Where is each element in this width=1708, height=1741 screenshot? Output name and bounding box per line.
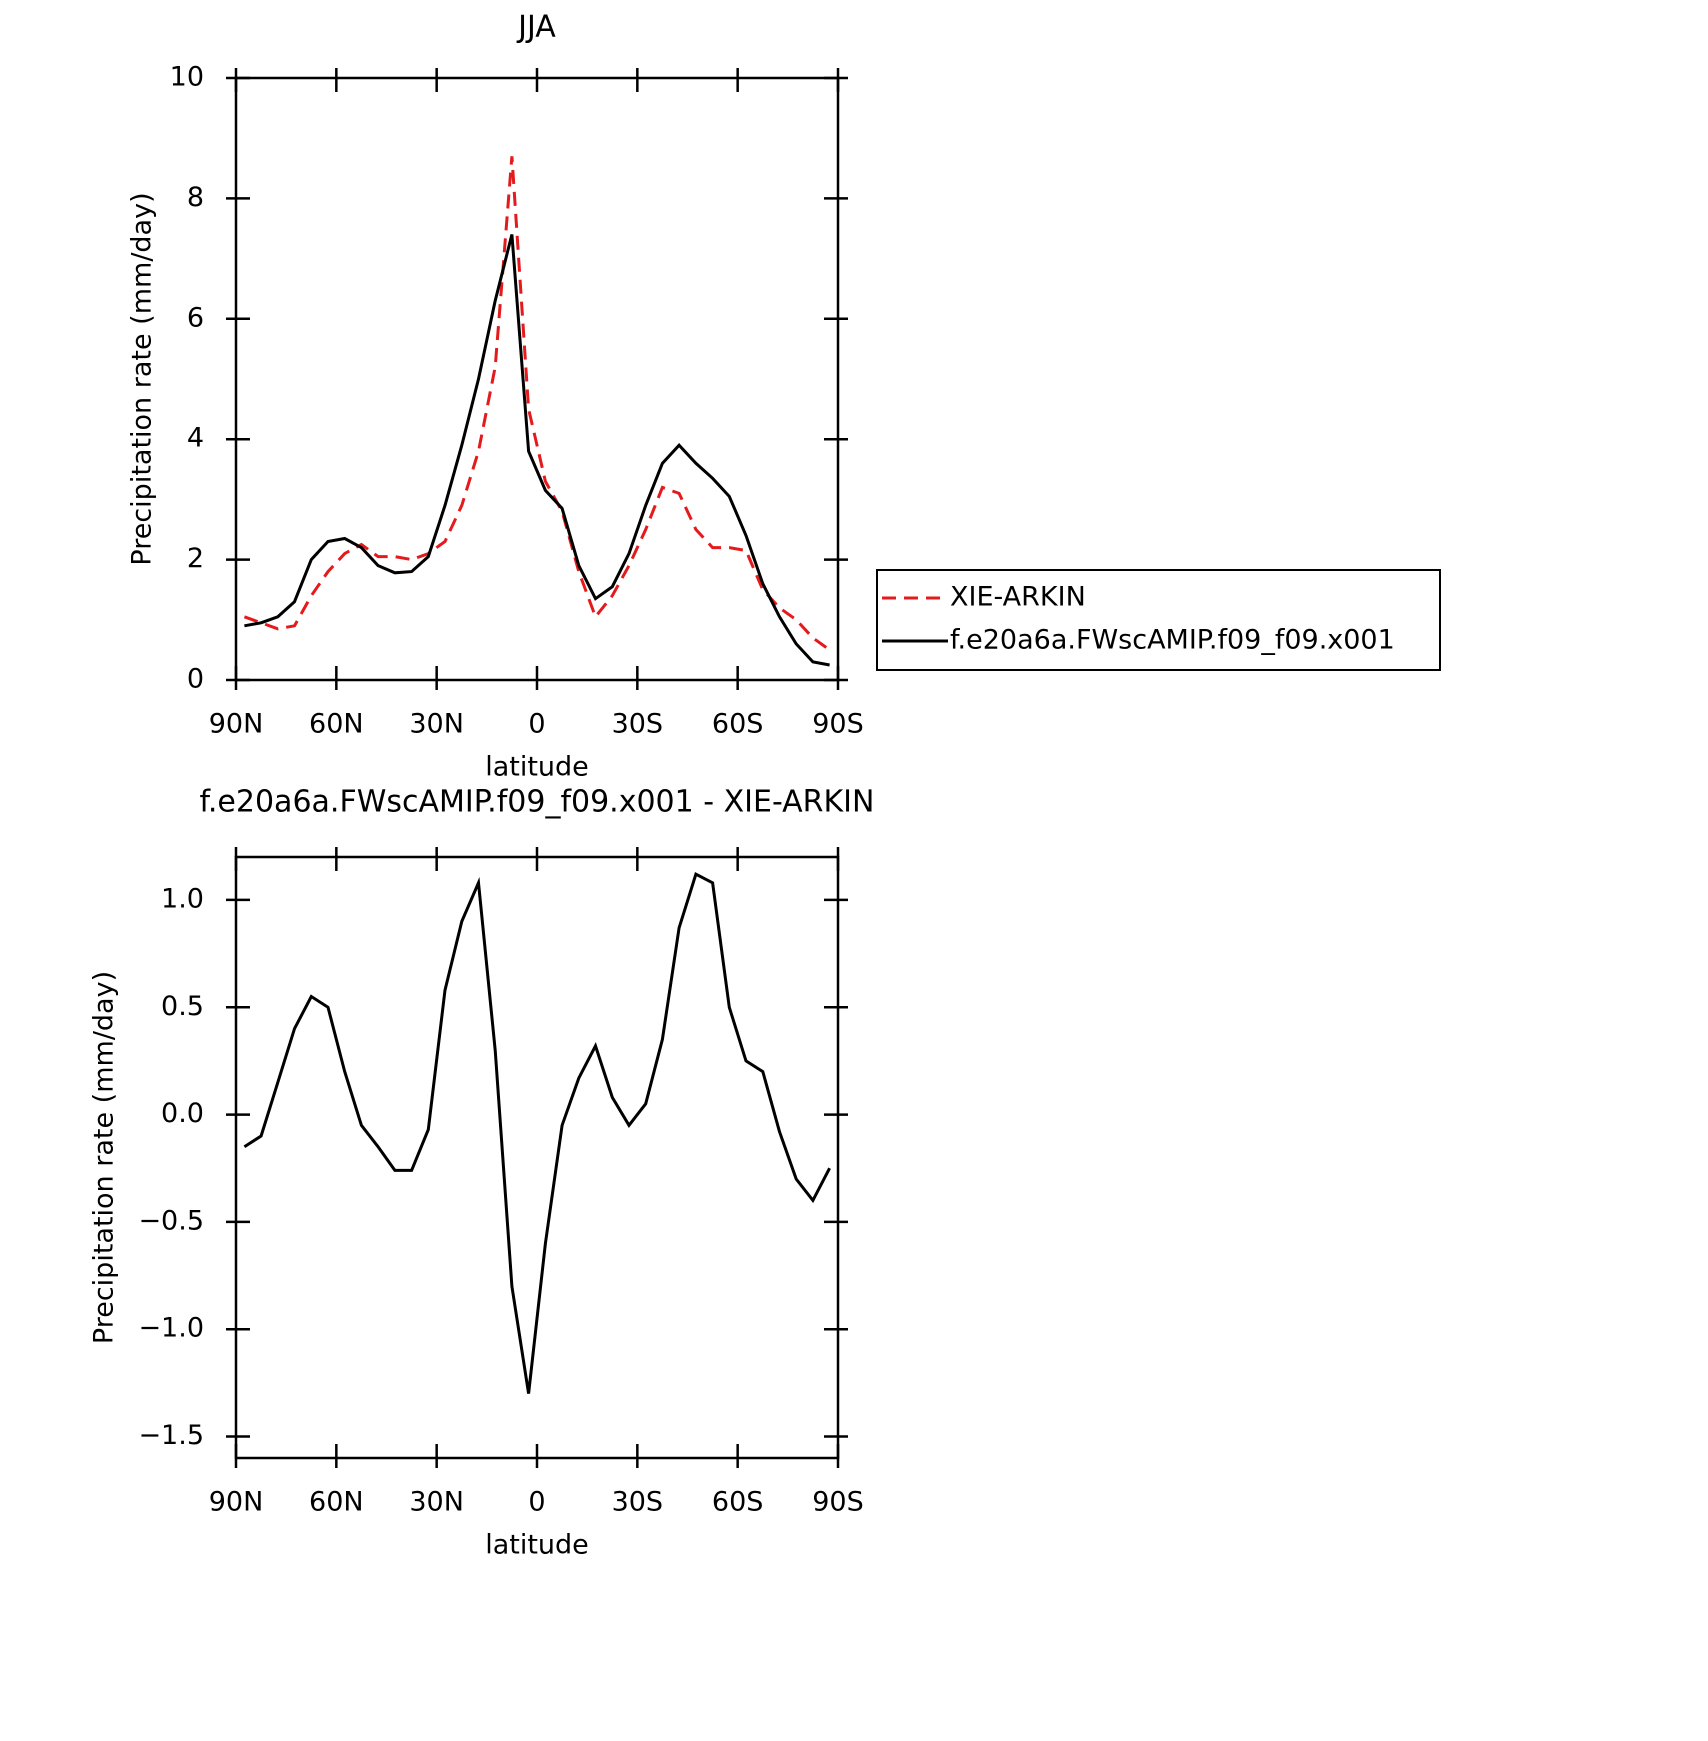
y-tick-label: 2 bbox=[187, 543, 204, 574]
chart-title: f.e20a6a.FWscAMIP.f09_f09.x001 - XIE-ARK… bbox=[200, 785, 875, 820]
x-tick-label: 30S bbox=[612, 709, 664, 740]
x-tick-label: 0 bbox=[528, 1487, 545, 1518]
plot-frame bbox=[234, 855, 840, 1460]
data-line bbox=[243, 156, 831, 652]
y-tick-label: 6 bbox=[187, 302, 204, 333]
x-tick-label: 90S bbox=[812, 709, 864, 740]
legend-label: XIE-ARKIN bbox=[950, 582, 1086, 613]
x-axis-label: latitude bbox=[485, 752, 589, 783]
y-axis-label: Precipitation rate (mm/day) bbox=[89, 971, 120, 1344]
x-tick-label: 60N bbox=[309, 1487, 364, 1518]
y-tick-label: −0.5 bbox=[138, 1205, 204, 1236]
x-tick-label: 90N bbox=[209, 1487, 264, 1518]
data-line bbox=[244, 234, 830, 667]
x-tick-label: 30N bbox=[409, 1487, 464, 1518]
x-axis-label: latitude bbox=[485, 1530, 589, 1561]
y-tick-label: 1.0 bbox=[161, 883, 204, 914]
y-axis-label: Precipitation rate (mm/day) bbox=[127, 192, 158, 565]
x-tick-label: 90S bbox=[812, 1487, 864, 1518]
plot-frame bbox=[234, 76, 840, 682]
chart-title: JJA bbox=[516, 10, 556, 45]
data-line bbox=[243, 872, 831, 1394]
x-tick-label: 0 bbox=[528, 709, 545, 740]
x-tick-label: 60S bbox=[712, 1487, 764, 1518]
y-tick-label: 0.5 bbox=[161, 991, 204, 1022]
legend-label: f.e20a6a.FWscAMIP.f09_f09.x001 bbox=[950, 625, 1395, 656]
y-tick-label: 8 bbox=[187, 182, 204, 213]
x-tick-label: 60N bbox=[309, 709, 364, 740]
x-tick-label: 30S bbox=[612, 1487, 664, 1518]
y-tick-label: −1.5 bbox=[138, 1420, 204, 1451]
y-tick-label: 0.0 bbox=[161, 1098, 204, 1129]
y-tick-label: 0 bbox=[187, 664, 204, 695]
y-tick-label: −1.0 bbox=[138, 1313, 204, 1344]
x-tick-label: 30N bbox=[409, 709, 464, 740]
x-tick-label: 90N bbox=[209, 709, 264, 740]
legend-box bbox=[876, 569, 1441, 671]
y-tick-label: 10 bbox=[170, 62, 204, 93]
x-tick-label: 60S bbox=[712, 709, 764, 740]
y-tick-label: 4 bbox=[187, 423, 204, 454]
